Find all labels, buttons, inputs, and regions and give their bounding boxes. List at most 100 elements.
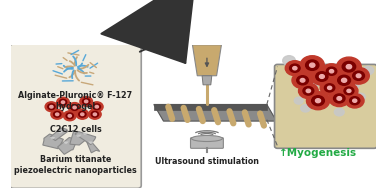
Circle shape bbox=[76, 109, 88, 119]
Circle shape bbox=[333, 94, 345, 103]
Circle shape bbox=[68, 103, 81, 112]
Polygon shape bbox=[154, 105, 267, 110]
Circle shape bbox=[330, 70, 334, 73]
Circle shape bbox=[297, 76, 308, 85]
Circle shape bbox=[79, 112, 86, 117]
Circle shape bbox=[54, 112, 61, 117]
Circle shape bbox=[95, 105, 98, 108]
Circle shape bbox=[356, 93, 365, 101]
Circle shape bbox=[283, 56, 295, 66]
Circle shape bbox=[301, 105, 310, 112]
Polygon shape bbox=[202, 76, 212, 85]
Polygon shape bbox=[57, 137, 76, 154]
Circle shape bbox=[319, 75, 324, 78]
Circle shape bbox=[48, 104, 55, 110]
Circle shape bbox=[294, 97, 303, 104]
Circle shape bbox=[91, 112, 99, 117]
Polygon shape bbox=[50, 128, 68, 141]
Circle shape bbox=[350, 81, 359, 88]
Circle shape bbox=[61, 101, 65, 104]
Polygon shape bbox=[57, 131, 63, 133]
Circle shape bbox=[81, 113, 84, 116]
Polygon shape bbox=[88, 142, 94, 144]
Circle shape bbox=[353, 99, 357, 102]
Circle shape bbox=[71, 105, 78, 110]
Polygon shape bbox=[75, 132, 96, 145]
Circle shape bbox=[88, 109, 101, 119]
Circle shape bbox=[346, 65, 352, 69]
Polygon shape bbox=[154, 105, 276, 121]
Text: Ultrasound stimulation: Ultrasound stimulation bbox=[155, 157, 259, 166]
Circle shape bbox=[348, 67, 369, 84]
Circle shape bbox=[342, 61, 356, 72]
Circle shape bbox=[305, 60, 319, 70]
Polygon shape bbox=[86, 138, 100, 153]
Circle shape bbox=[50, 105, 53, 108]
Text: Alginate-Pluronic® F-127
hydrogel: Alginate-Pluronic® F-127 hydrogel bbox=[19, 91, 133, 111]
Circle shape bbox=[333, 71, 356, 89]
Circle shape bbox=[328, 86, 332, 89]
FancyBboxPatch shape bbox=[10, 44, 141, 188]
Circle shape bbox=[306, 89, 311, 93]
Circle shape bbox=[82, 99, 90, 104]
Ellipse shape bbox=[192, 136, 222, 142]
Circle shape bbox=[337, 97, 342, 100]
Text: C2C12 cells: C2C12 cells bbox=[50, 125, 101, 134]
Circle shape bbox=[329, 90, 350, 107]
Circle shape bbox=[347, 89, 351, 92]
Circle shape bbox=[300, 56, 324, 75]
Circle shape bbox=[285, 61, 304, 76]
Circle shape bbox=[51, 109, 64, 119]
Circle shape bbox=[311, 68, 333, 85]
Polygon shape bbox=[82, 132, 88, 135]
Polygon shape bbox=[50, 137, 55, 139]
Circle shape bbox=[45, 102, 58, 112]
FancyBboxPatch shape bbox=[191, 138, 223, 148]
Circle shape bbox=[66, 113, 73, 119]
Circle shape bbox=[322, 64, 341, 79]
Circle shape bbox=[299, 83, 318, 99]
Circle shape bbox=[85, 100, 88, 103]
Circle shape bbox=[300, 78, 305, 82]
Circle shape bbox=[310, 63, 315, 67]
Polygon shape bbox=[43, 134, 64, 149]
Circle shape bbox=[326, 67, 337, 75]
Circle shape bbox=[293, 67, 297, 70]
Circle shape bbox=[324, 84, 335, 92]
Circle shape bbox=[73, 106, 76, 109]
Polygon shape bbox=[70, 130, 88, 145]
Circle shape bbox=[353, 71, 364, 80]
Text: Barium titanate
piezoelectric nanoparticles: Barium titanate piezoelectric nanopartic… bbox=[14, 155, 137, 175]
Circle shape bbox=[93, 104, 101, 110]
Circle shape bbox=[57, 97, 69, 107]
Circle shape bbox=[290, 64, 300, 72]
Circle shape bbox=[80, 97, 93, 106]
Circle shape bbox=[316, 72, 328, 81]
Circle shape bbox=[311, 80, 319, 86]
Circle shape bbox=[316, 99, 321, 103]
Polygon shape bbox=[76, 135, 81, 137]
Polygon shape bbox=[63, 142, 69, 144]
Circle shape bbox=[345, 93, 364, 108]
Polygon shape bbox=[192, 45, 222, 76]
Circle shape bbox=[307, 92, 330, 110]
Circle shape bbox=[350, 97, 360, 105]
Circle shape bbox=[363, 66, 374, 75]
Circle shape bbox=[59, 99, 67, 105]
Circle shape bbox=[320, 81, 339, 95]
Circle shape bbox=[93, 113, 96, 116]
Circle shape bbox=[344, 87, 354, 95]
Circle shape bbox=[342, 78, 347, 82]
Circle shape bbox=[312, 96, 324, 106]
Circle shape bbox=[68, 115, 71, 117]
FancyBboxPatch shape bbox=[274, 64, 377, 148]
Circle shape bbox=[337, 57, 361, 76]
Circle shape bbox=[64, 111, 76, 121]
Circle shape bbox=[292, 72, 313, 89]
Circle shape bbox=[356, 74, 361, 78]
Circle shape bbox=[56, 113, 59, 116]
Circle shape bbox=[340, 84, 358, 98]
Circle shape bbox=[91, 102, 103, 112]
Circle shape bbox=[335, 108, 344, 116]
Circle shape bbox=[303, 87, 314, 95]
